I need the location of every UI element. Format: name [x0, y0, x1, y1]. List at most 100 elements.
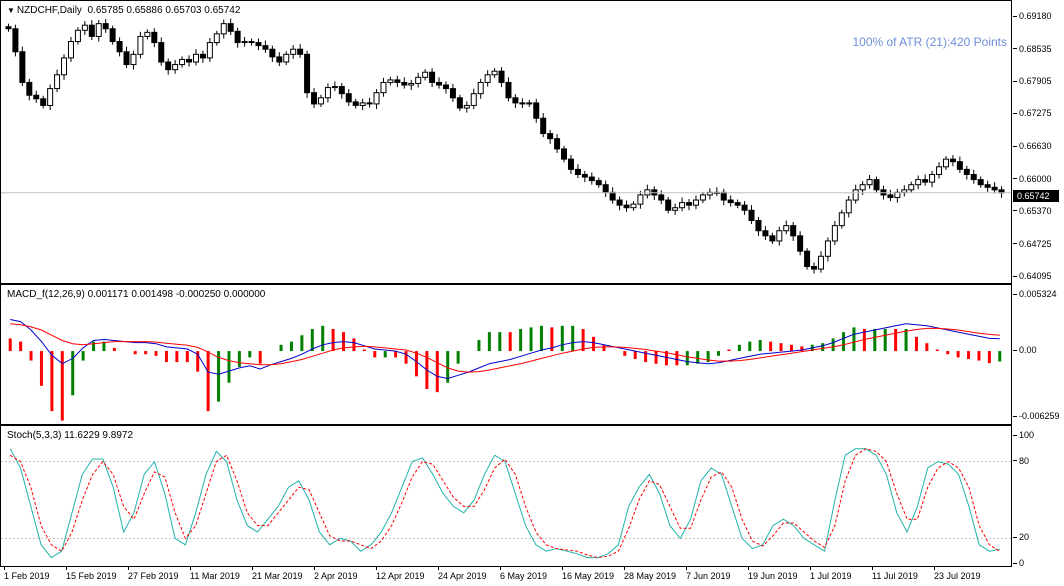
- candle-body: [852, 189, 859, 201]
- candle-body: [991, 186, 998, 191]
- candle-body: [206, 42, 213, 59]
- stoch-axis: 100 80 20 0: [1013, 425, 1064, 568]
- candle-body: [255, 42, 262, 47]
- dropdown-triangle-icon[interactable]: ▼: [7, 6, 15, 15]
- candle-body: [61, 57, 68, 76]
- candle-body: [366, 102, 373, 105]
- candle-body: [40, 98, 47, 106]
- candle-body: [95, 23, 102, 37]
- candle-body: [692, 199, 699, 206]
- candle-body: [88, 24, 95, 37]
- atr-label: 100% of ATR (21):420 Points: [852, 35, 1007, 49]
- date-tick-label: 23 Jul 2019: [934, 566, 981, 581]
- candle-body: [755, 220, 762, 232]
- candle-body: [234, 30, 241, 44]
- date-tick-label: 24 Apr 2019: [438, 566, 487, 581]
- price-chart-pane[interactable]: ▼ NZDCHF,Daily 0.65785 0.65886 0.65703 0.…: [0, 0, 1012, 284]
- candle-body: [311, 92, 318, 105]
- candle-body: [123, 51, 130, 66]
- macd-chart: [8, 319, 1002, 421]
- macd-line: [10, 319, 1000, 380]
- candle-body: [929, 173, 936, 183]
- candle-body: [116, 41, 123, 53]
- candle-body: [790, 225, 797, 237]
- candle-body: [901, 189, 908, 193]
- date-tick-label: 7 Jun 2019: [686, 566, 731, 581]
- macd-axis: 0.005324 0.00 -0.006259: [1013, 284, 1064, 425]
- stoch-label: Stoch(5,3,3) 11.6229 9.8972: [7, 430, 134, 441]
- price-candles: [1, 18, 1011, 274]
- candle-body: [984, 184, 991, 188]
- candle-body: [158, 42, 165, 63]
- candle-body: [199, 53, 206, 59]
- candle-body: [491, 70, 498, 76]
- candle-body: [776, 230, 783, 242]
- macd-pane[interactable]: MACD_f(12,26,9) 0.001171 0.001498 -0.000…: [0, 284, 1012, 425]
- date-tick-label: 2 Apr 2019: [314, 566, 358, 581]
- price-tick-label: 0.67905: [1013, 76, 1052, 86]
- candle-body: [526, 102, 533, 105]
- candle-body: [665, 199, 672, 211]
- candle-body: [567, 158, 574, 170]
- candle-body: [359, 102, 366, 106]
- candle-body: [609, 191, 616, 201]
- candle-body: [102, 23, 109, 30]
- candle-body: [165, 61, 172, 71]
- candle-body: [192, 53, 199, 63]
- candle-body: [734, 202, 741, 206]
- stoch-tick-label: 100: [1013, 430, 1034, 440]
- macd-tick-label: -0.006259: [1013, 411, 1060, 421]
- candle-body: [401, 81, 408, 86]
- stoch-chart: [1, 448, 1011, 559]
- price-tick-label: 0.64095: [1013, 271, 1052, 281]
- candle-body: [331, 86, 338, 89]
- candle-body: [512, 97, 519, 104]
- candle-body: [533, 102, 540, 119]
- candle-body: [977, 179, 984, 186]
- candle-body: [5, 26, 12, 30]
- candle-body: [47, 88, 54, 106]
- stoch-k-line: [9, 448, 1000, 559]
- candle-body: [845, 199, 852, 214]
- candle-body: [241, 41, 248, 44]
- candle-body: [186, 58, 193, 63]
- candle-body: [769, 235, 776, 242]
- candle-body: [81, 24, 88, 31]
- candle-body: [477, 81, 484, 95]
- candle-body: [686, 202, 693, 206]
- candle-body: [581, 173, 588, 178]
- candle-body: [290, 48, 297, 55]
- candle-body: [276, 56, 283, 63]
- date-tick-label: 12 Apr 2019: [376, 566, 425, 581]
- candle-body: [741, 204, 748, 211]
- candle-body: [859, 184, 866, 191]
- stoch-pane[interactable]: Stoch(5,3,3) 11.6229 9.8972: [0, 425, 1012, 567]
- candle-body: [811, 266, 818, 270]
- candle-body: [54, 74, 61, 90]
- time-axis: 1 Feb 2019 15 Feb 2019 27 Feb 2019 11 Mar 2…: [0, 566, 1012, 586]
- candle-body: [151, 31, 158, 44]
- candle-body: [595, 180, 602, 186]
- price-tick-label: 0.69180: [1013, 11, 1052, 21]
- candle-body: [942, 158, 949, 168]
- candle-body: [19, 51, 26, 83]
- candle-body: [922, 179, 929, 183]
- candle-body: [949, 158, 956, 163]
- candle-body: [408, 82, 415, 86]
- candle-body: [720, 191, 727, 201]
- candle-body: [338, 86, 345, 95]
- candle-body: [699, 194, 706, 201]
- price-tick-label: 0.66000: [1013, 174, 1052, 184]
- candle-body: [456, 97, 463, 109]
- candle-body: [74, 29, 81, 43]
- candle-body: [324, 87, 331, 99]
- candle-body: [317, 97, 324, 105]
- candle-body: [658, 194, 665, 201]
- candle-body: [436, 81, 443, 86]
- candle-body: [623, 204, 630, 209]
- candle-body: [283, 53, 290, 63]
- candle-body: [602, 184, 609, 193]
- date-tick-label: 19 Jun 2019: [748, 566, 798, 581]
- candle-body: [26, 81, 33, 96]
- candle-body: [679, 202, 686, 209]
